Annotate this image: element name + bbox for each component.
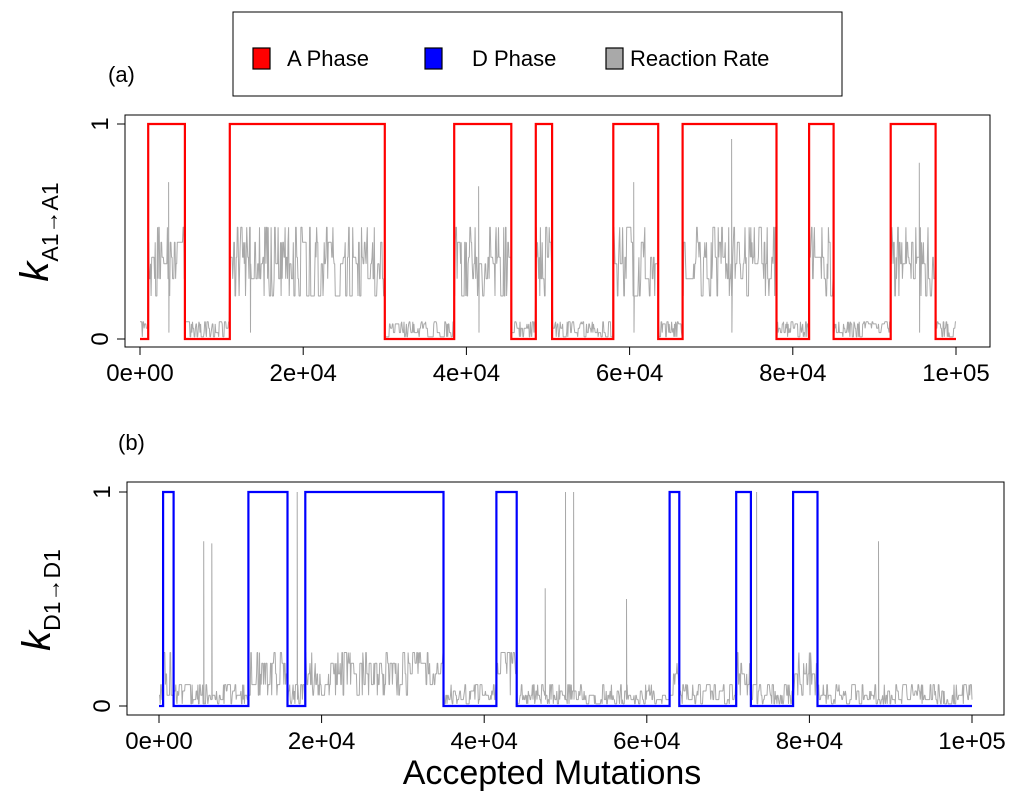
y-tick-label: 0 [87,332,114,345]
x-tick-label: 6e+04 [596,360,663,387]
axes-b: 0e+00 2e+04 4e+04 6e+04 8e+04 1e+05 0 1 [89,485,1006,755]
x-tick-label: 0e+00 [106,360,173,387]
x-tick-label: 4e+04 [450,728,517,755]
panel-a: (a) 0e+00 2e+04 4e+04 6e+04 8e+04 1e+05 0 1 kA1… [13,62,991,387]
rate-line [159,491,973,705]
x-tick-label: 4e+04 [433,360,500,387]
rate-line [140,138,956,338]
legend-swatch-a-phase [252,47,271,70]
x-tick-label: 8e+04 [759,360,826,387]
y-tick-label: 1 [87,117,114,130]
legend-swatch-d-phase [424,47,443,70]
legend-swatch-reaction-rate [605,47,624,70]
panel-label-a: (a) [108,62,135,87]
x-axis-label: Accepted Mutations [403,754,702,792]
x-tick-label: 2e+04 [269,360,336,387]
axes-a: 0e+00 2e+04 4e+04 6e+04 8e+04 1e+05 0 1 [87,117,990,387]
legend: A Phase D Phase Reaction Rate [232,11,843,97]
legend-label-a-phase: A Phase [287,46,369,71]
phase-line-b [159,490,972,708]
phase-line-a [140,122,956,341]
y-tick-label: 1 [89,485,116,498]
x-tick-label: 8e+04 [776,728,843,755]
rate-series-a [140,138,956,338]
y-tick-label: 0 [89,699,116,712]
plot-frame-a [124,114,991,348]
x-tick-label: 2e+04 [288,728,355,755]
rate-series-b [159,491,973,705]
x-tick-label: 0e+00 [125,728,192,755]
panel-b: (b) 0e+00 2e+04 4e+04 6e+04 8e+04 1e+05 0 1 kD1… [15,430,1006,792]
y-axis-label-b: kD1→D1 [15,549,65,651]
y-axis-label-a: kA1→A1 [13,182,63,281]
x-tick-label: 6e+04 [613,728,680,755]
x-tick-label: 1e+05 [938,728,1005,755]
x-tick-label: 1e+05 [922,360,989,387]
legend-label-d-phase: D Phase [472,46,556,71]
panel-label-b: (b) [118,430,145,455]
legend-label-reaction-rate: Reaction Rate [630,46,769,71]
